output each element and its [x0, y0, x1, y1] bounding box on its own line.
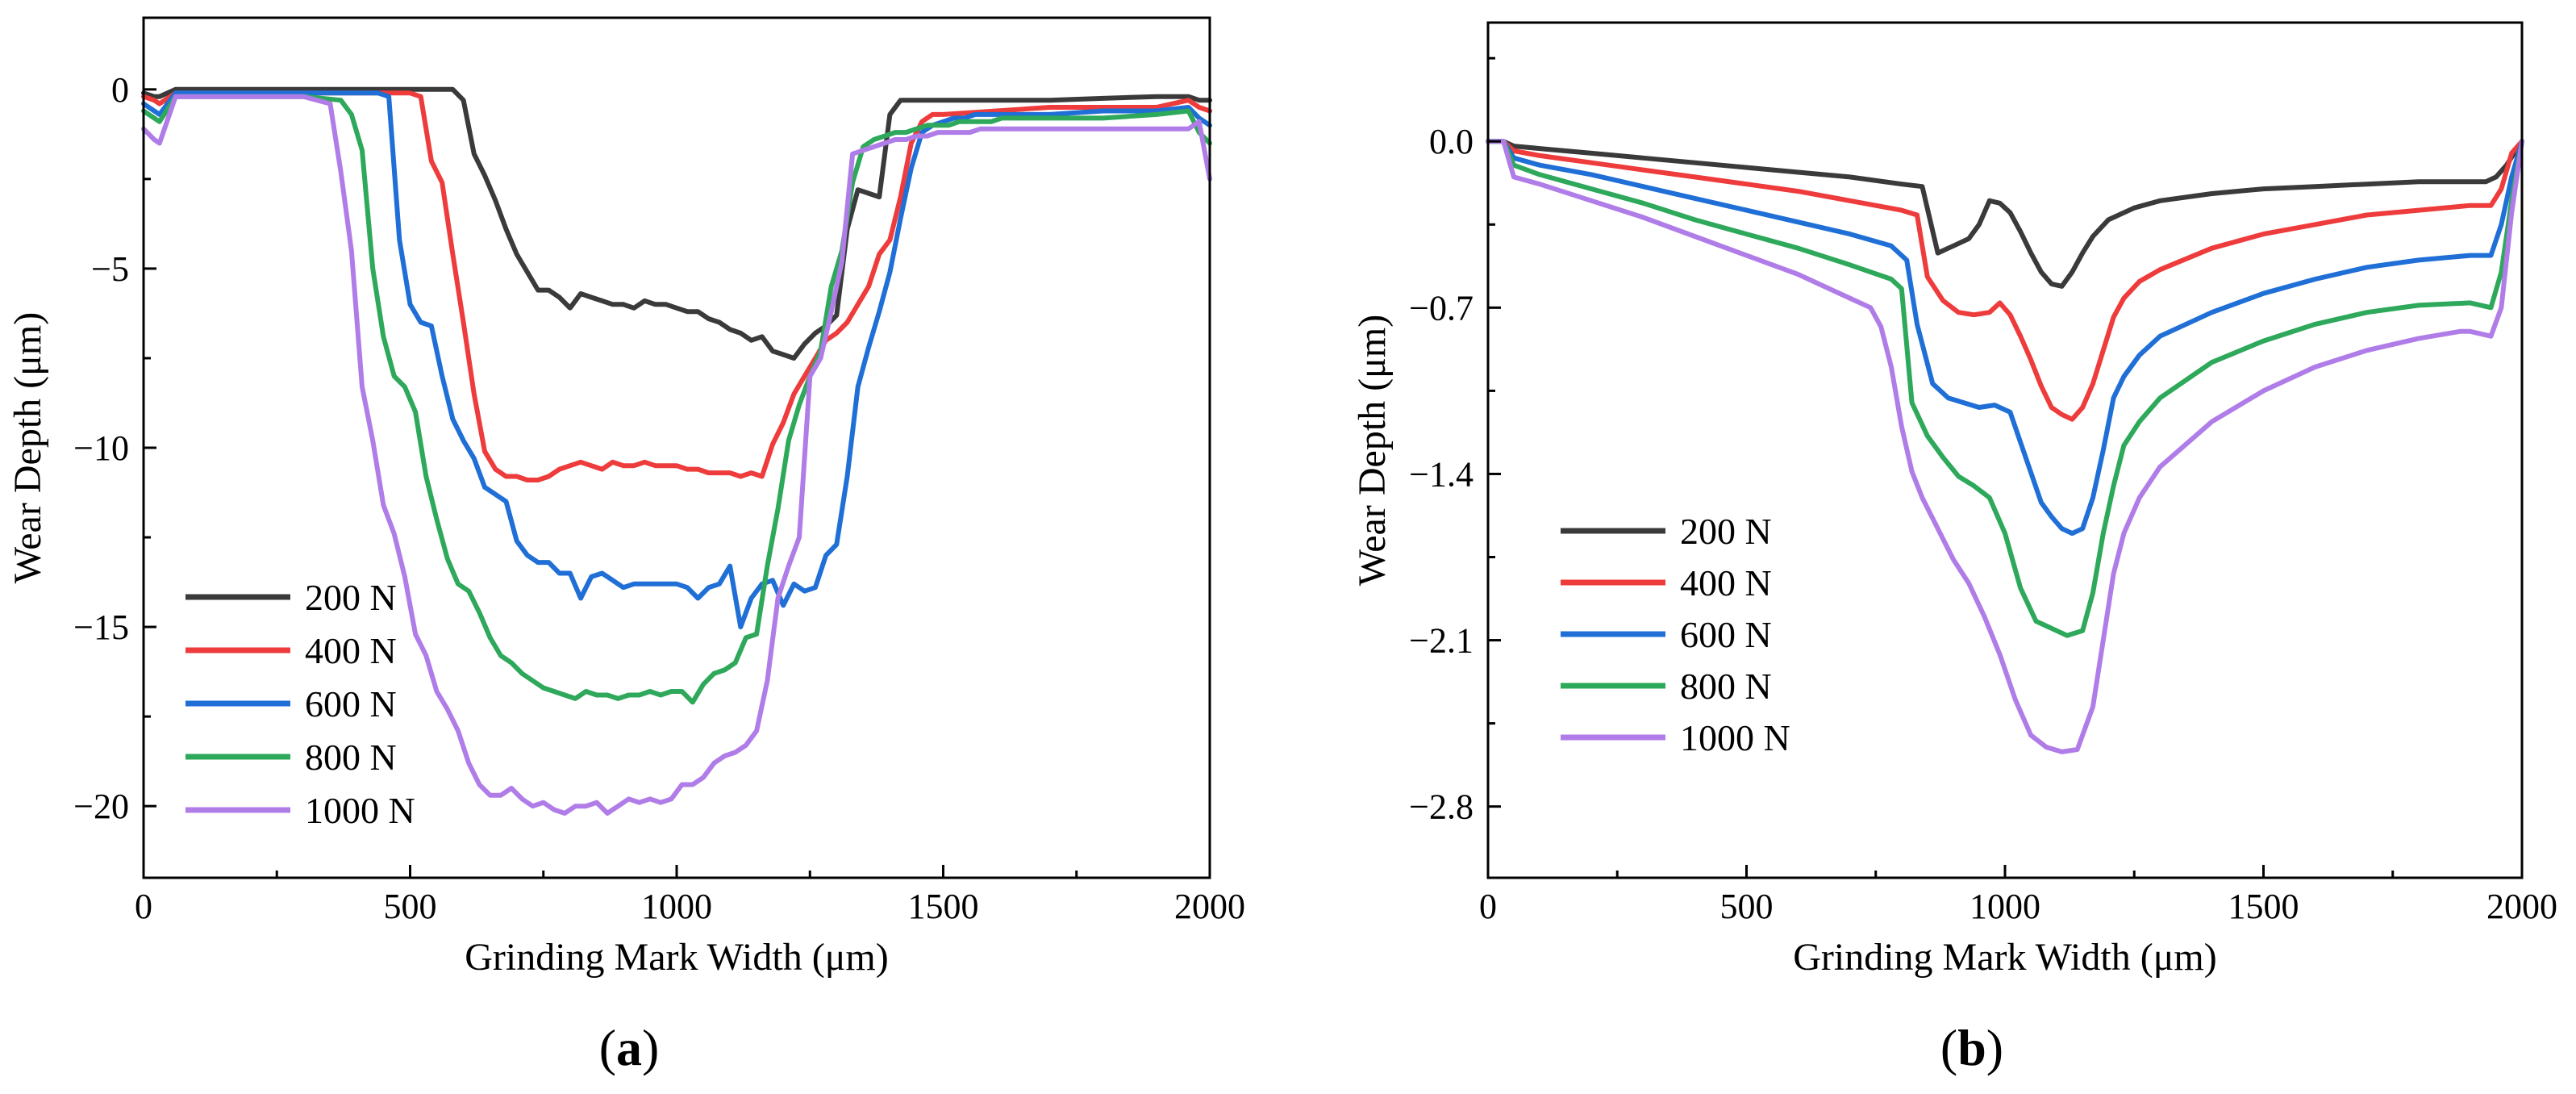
y-axis-title: Wear Depth (μm): [1351, 315, 1394, 586]
chart-panel-b: 0 500 1000 1500 2000 0.0 −0.7 −1.4 −2.1 −2.8 Grind…: [1351, 21, 2557, 1076]
y-tick-label: −2.1: [1409, 621, 1473, 661]
series-line-1000n: [141, 94, 1212, 816]
legend-label: 800 N: [1680, 666, 1772, 707]
x-tick-label: 500: [1720, 887, 1774, 926]
plot-frame: [1486, 21, 2524, 879]
series-line-800n: [141, 94, 1212, 705]
y-tick-label: 0.0: [1429, 122, 1473, 161]
legend-label: 200 N: [305, 577, 397, 618]
y-tick-label: −20: [73, 787, 129, 826]
series-line-200n: [1486, 139, 2524, 289]
series-line-1000n: [1486, 139, 2524, 754]
plot-frame: [142, 16, 1211, 879]
legend-label: 600 N: [305, 683, 397, 724]
series-line-400n: [1486, 139, 2524, 422]
x-tick-label: 1000: [641, 887, 712, 926]
legend-label: 800 N: [305, 737, 397, 778]
panel-label: (a): [599, 1019, 660, 1076]
series-line-600n: [1486, 139, 2524, 537]
x-tick-label: 2000: [2486, 887, 2557, 926]
y-tick-label: −15: [73, 608, 129, 647]
x-axis-title: Grinding Mark Width (μm): [465, 936, 889, 979]
x-tick-label: 500: [384, 887, 437, 926]
panel-label: (b): [1940, 1019, 2003, 1076]
legend-label: 200 N: [1680, 511, 1772, 552]
y-tick-label: −2.8: [1409, 787, 1473, 827]
legend-label: 400 N: [1680, 562, 1772, 603]
series-line-400n: [141, 90, 1212, 482]
chart-panel-a: 0 500 1000 1500 2000 0 −5 −10 −15 −20 Grinding Mar…: [6, 16, 1245, 1076]
x-tick-label: 0: [135, 887, 152, 926]
legend-label: 1000 N: [1680, 717, 1790, 758]
y-tick-label: −1.4: [1409, 454, 1473, 494]
legend-label: 600 N: [1680, 614, 1772, 655]
series-line-200n: [141, 86, 1212, 361]
x-tick-label: 1500: [2228, 887, 2299, 926]
y-tick-label: −10: [73, 428, 129, 468]
x-tick-label: 2000: [1174, 887, 1245, 926]
y-tick-label: 0: [111, 70, 129, 110]
y-axis-title: Wear Depth (μm): [6, 312, 49, 583]
legend-label: 400 N: [305, 630, 397, 671]
legend-label: 1000 N: [305, 790, 415, 831]
y-tick-label: −0.7: [1409, 288, 1473, 328]
x-axis-title: Grinding Mark Width (μm): [1793, 936, 2217, 979]
series-line-600n: [141, 90, 1212, 630]
y-tick-label: −5: [91, 249, 129, 289]
series-line-800n: [1486, 139, 2524, 638]
x-tick-label: 1500: [908, 887, 979, 926]
x-tick-label: 0: [1479, 887, 1497, 926]
x-tick-label: 1000: [1970, 887, 2040, 926]
